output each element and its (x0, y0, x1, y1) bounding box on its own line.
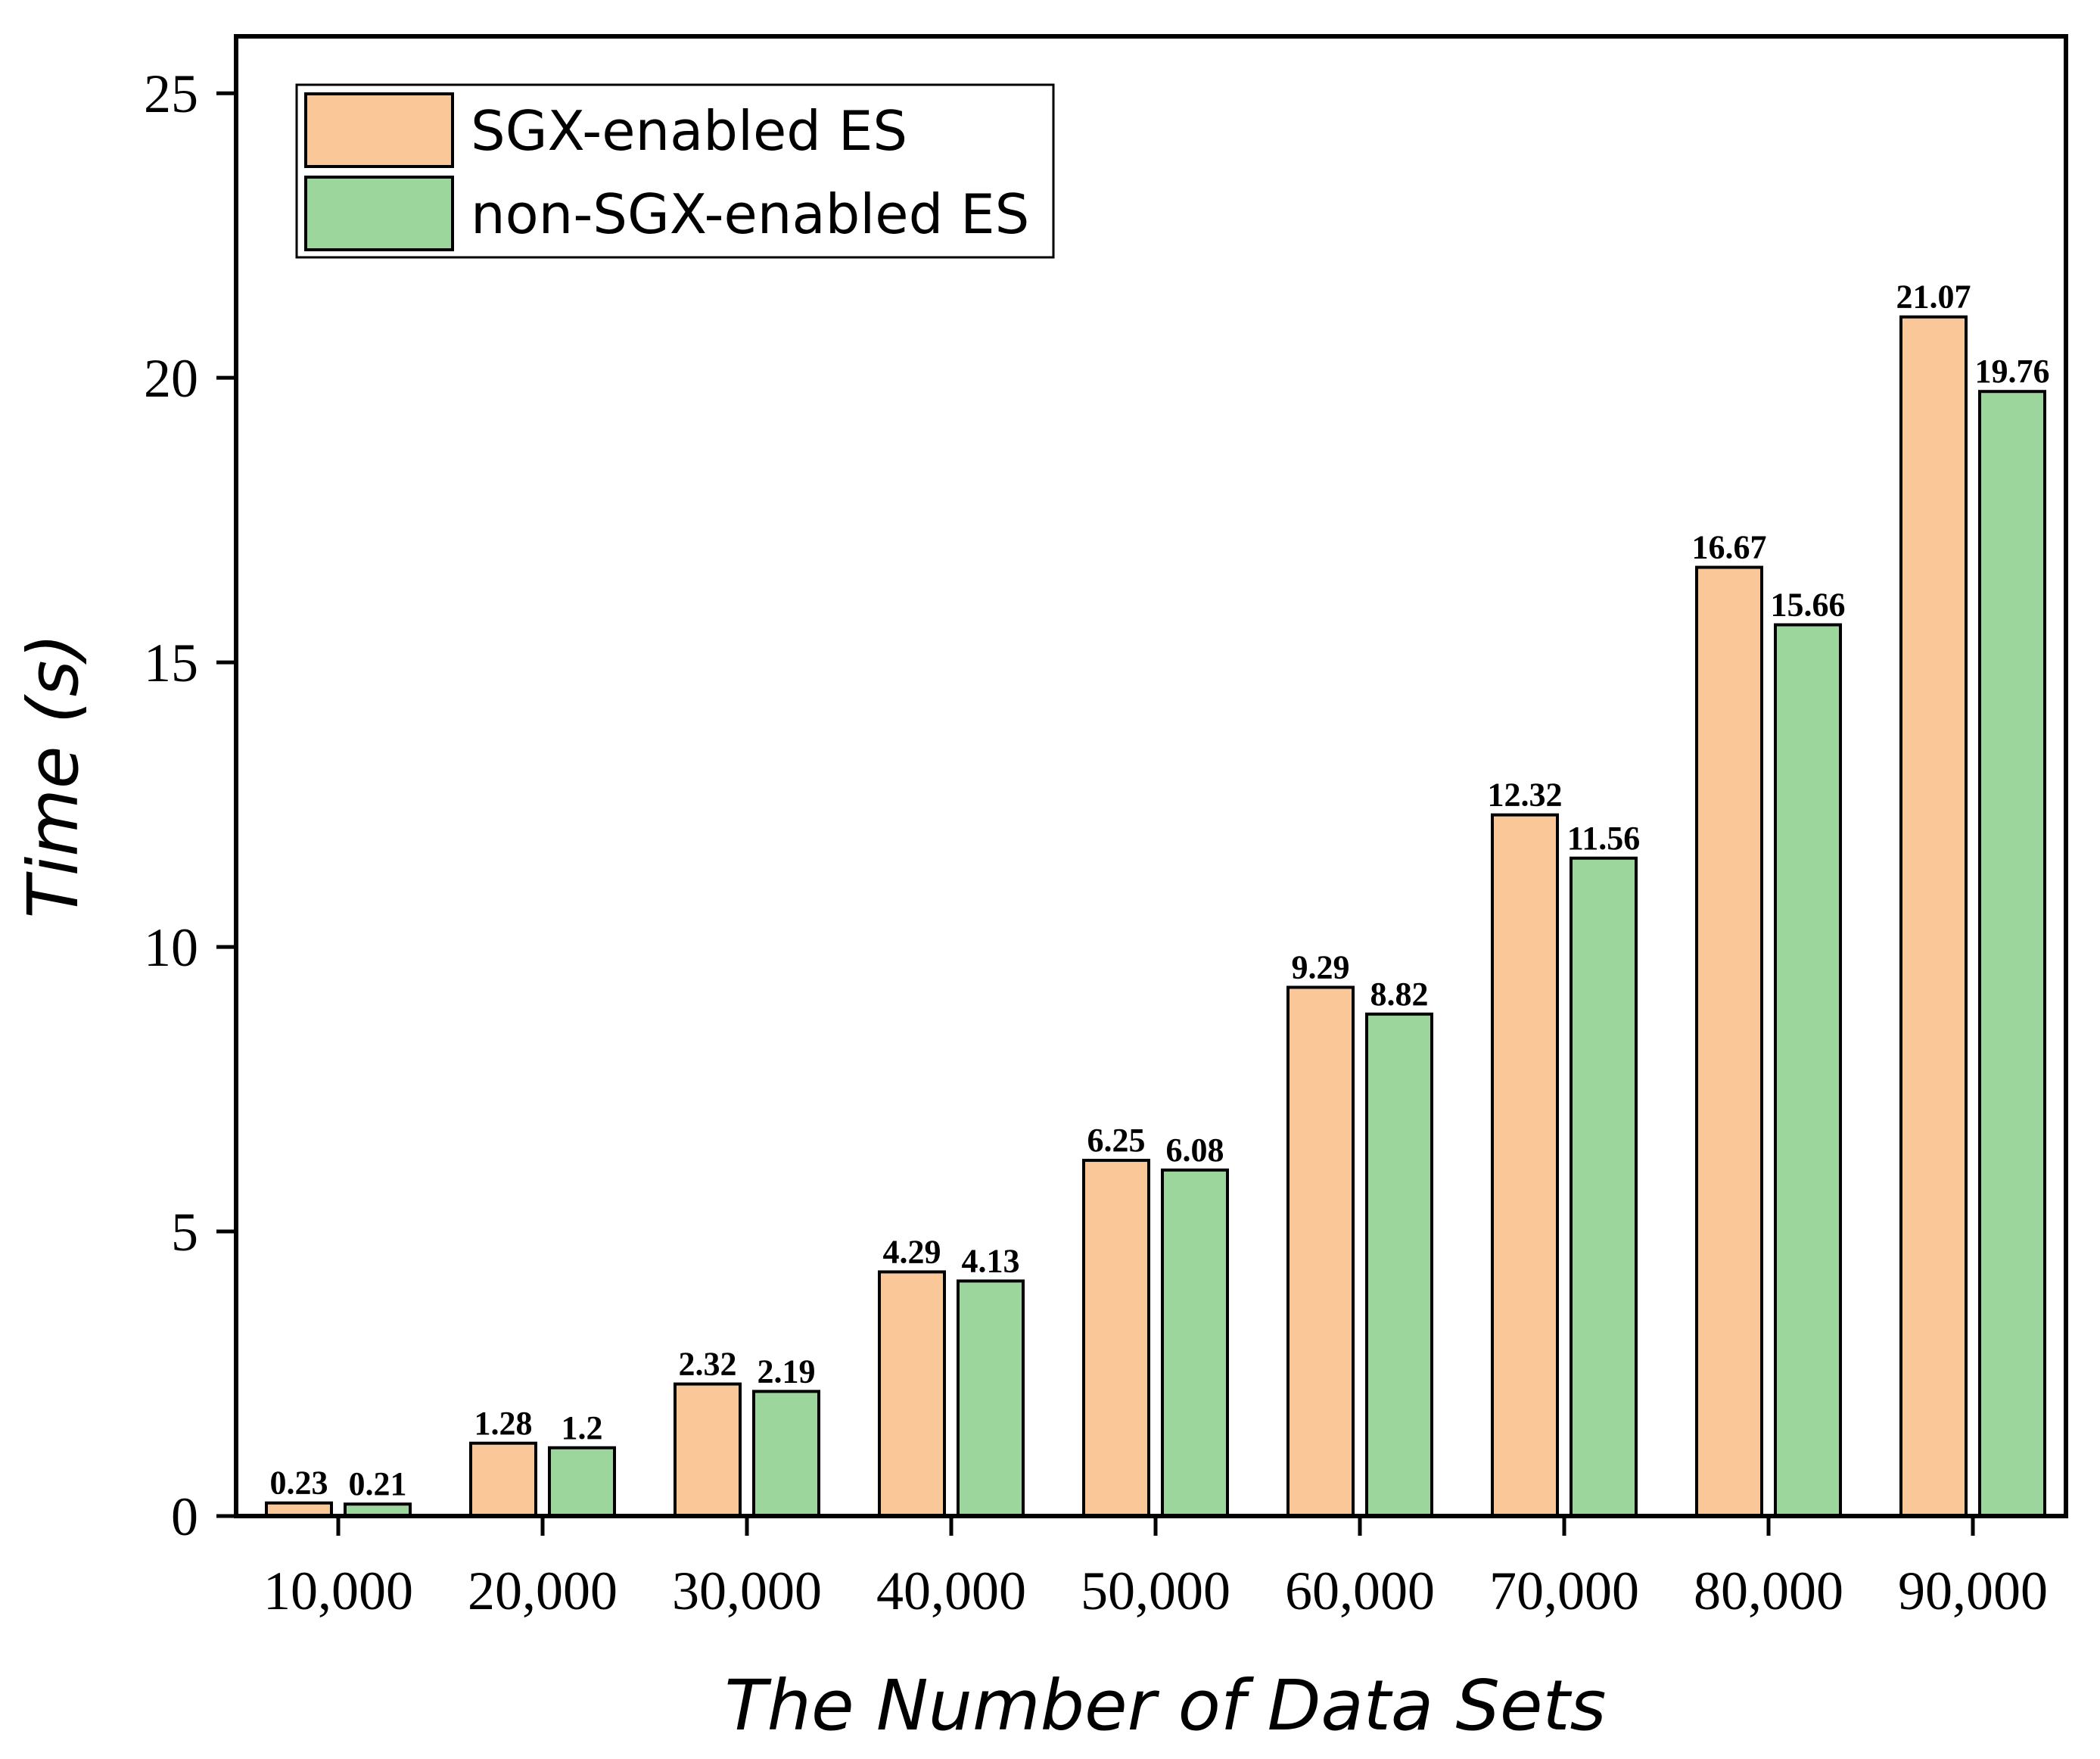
bar-non-sgx-7 (1570, 856, 1638, 1518)
bar-sgx-5 (1082, 1159, 1150, 1518)
x-tick-label: 60,000 (1285, 1561, 1435, 1621)
data-label-sgx-6: 9.29 (1292, 948, 1350, 985)
legend-swatch-non-sgx (304, 176, 454, 251)
y-axis: 0 5 10 15 20 25 (144, 64, 236, 1547)
data-label-sgx-3: 2.32 (679, 1346, 737, 1383)
data-labels-layer: 0.23 0.21 1.28 1.2 2.32 2.19 4.29 4.13 6.25 6.08 9… (270, 279, 2050, 1503)
y-tick-label: 20 (144, 348, 198, 409)
data-label-sgx-5: 6.25 (1087, 1122, 1146, 1159)
data-label-non-sgx-4: 4.13 (962, 1242, 1020, 1279)
y-axis-title: Time (s) (13, 634, 94, 919)
x-tick-label: 10,000 (263, 1561, 413, 1621)
legend-label-non-sgx: non-SGX-enabled ES (471, 182, 1029, 246)
x-axis: 10,000 20,000 30,000 40,000 50,000 60,000 70,0… (263, 1516, 2048, 1621)
bar-sgx-3 (674, 1382, 742, 1518)
data-label-non-sgx-1: 0.21 (349, 1465, 407, 1502)
x-tick-label: 80,000 (1694, 1561, 1843, 1621)
bar-sgx-2 (469, 1441, 537, 1518)
x-tick-label: 70,000 (1489, 1561, 1639, 1621)
y-tick-label: 0 (171, 1487, 198, 1547)
x-axis-title: The Number of Data Sets (724, 1665, 1606, 1746)
bar-sgx-6 (1286, 985, 1355, 1518)
bar-sgx-9 (1899, 315, 1968, 1518)
data-label-sgx-4: 4.29 (883, 1233, 941, 1270)
bar-non-sgx-9 (1978, 390, 2046, 1518)
data-label-non-sgx-6: 8.82 (1370, 976, 1429, 1013)
bar-non-sgx-2 (548, 1446, 616, 1518)
bar-non-sgx-3 (752, 1390, 820, 1518)
y-tick-label: 5 (171, 1202, 198, 1262)
bar-non-sgx-5 (1161, 1168, 1229, 1518)
y-tick-label: 25 (144, 64, 198, 124)
legend-label-sgx: SGX-enabled ES (471, 99, 907, 163)
bar-sgx-8 (1695, 565, 1763, 1518)
bar-non-sgx-6 (1365, 1012, 1433, 1518)
data-label-sgx-8: 16.67 (1692, 529, 1767, 566)
data-label-sgx-9: 21.07 (1896, 279, 1971, 316)
data-label-non-sgx-5: 6.08 (1166, 1132, 1224, 1169)
data-label-non-sgx-8: 15.66 (1771, 586, 1846, 623)
data-label-non-sgx-7: 11.56 (1567, 820, 1641, 857)
plot-frame (234, 34, 2068, 1518)
data-label-sgx-1: 0.23 (270, 1465, 328, 1502)
x-tick-label: 20,000 (468, 1561, 618, 1621)
bar-non-sgx-4 (957, 1279, 1025, 1518)
data-label-non-sgx-2: 1.2 (562, 1409, 603, 1446)
data-label-non-sgx-3: 2.19 (758, 1353, 816, 1390)
x-tick-label: 90,000 (1898, 1561, 2048, 1621)
data-label-sgx-7: 12.32 (1488, 777, 1563, 814)
bar-sgx-4 (878, 1270, 946, 1518)
bar-sgx-7 (1491, 813, 1559, 1518)
y-tick-label: 15 (144, 633, 198, 693)
data-label-non-sgx-9: 19.76 (1975, 353, 2050, 390)
legend: SGX-enabled ES non-SGX-enabled ES (295, 83, 1055, 259)
x-tick-label: 40,000 (876, 1561, 1026, 1621)
x-tick-label: 50,000 (1081, 1561, 1230, 1621)
y-tick-label: 10 (144, 917, 198, 978)
data-label-sgx-2: 1.28 (474, 1405, 533, 1442)
bars-layer (265, 315, 2046, 1518)
legend-swatch-sgx (304, 92, 454, 168)
bar-non-sgx-8 (1774, 623, 1842, 1518)
x-tick-label: 30,000 (672, 1561, 822, 1621)
